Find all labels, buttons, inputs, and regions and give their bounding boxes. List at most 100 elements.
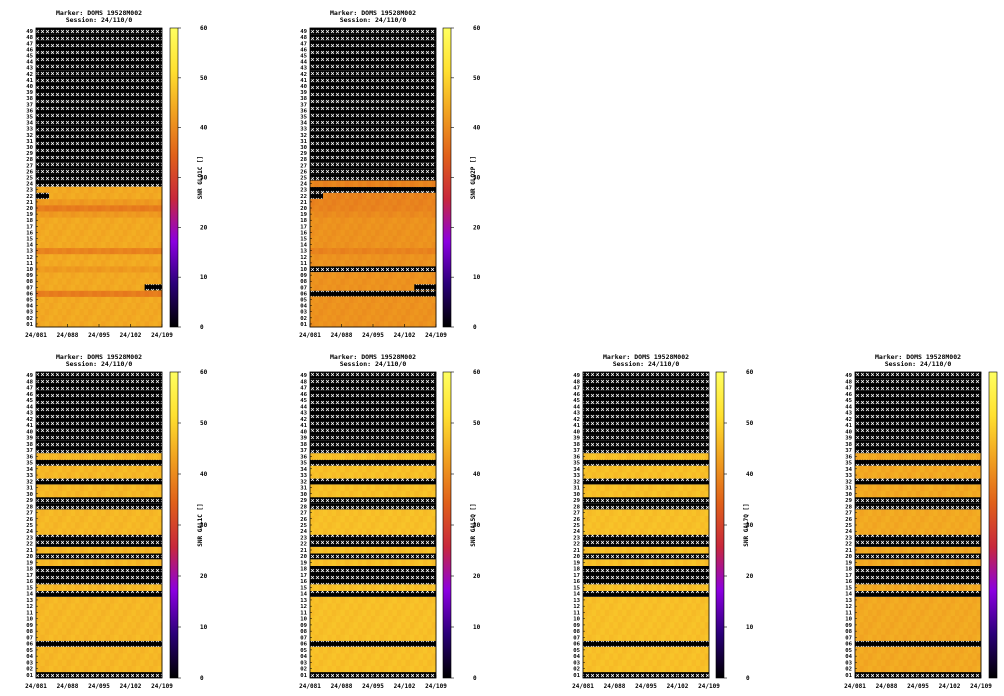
heatmap-cell	[327, 634, 332, 641]
heatmap-cell	[358, 217, 363, 224]
heatmap-cell	[88, 242, 93, 249]
heatmap-cell	[410, 528, 415, 535]
heatmap-cell	[972, 653, 977, 660]
y-tick-label: 42	[26, 417, 33, 423]
heatmap-cell	[872, 491, 877, 498]
heatmap-cell	[375, 309, 380, 316]
heatmap-cell	[336, 321, 341, 328]
heatmap-cell	[336, 199, 341, 206]
heatmap-cell	[75, 223, 80, 230]
heatmap-cell	[898, 616, 903, 623]
heatmap-cell	[644, 528, 649, 535]
heatmap-cell	[907, 659, 912, 666]
heatmap-cell	[319, 272, 324, 279]
heatmap-cell	[127, 199, 132, 206]
heatmap-cell	[683, 634, 688, 641]
heatmap-cell	[119, 516, 124, 523]
heatmap-cell	[964, 647, 969, 654]
heatmap-cell	[410, 181, 415, 188]
heatmap-cell	[332, 181, 337, 188]
heatmap-cell	[75, 628, 80, 635]
heatmap-cell	[397, 647, 402, 654]
heatmap-cell	[106, 559, 111, 566]
heatmap-cell	[88, 278, 93, 285]
heatmap-cell	[319, 484, 324, 491]
heatmap-cell	[132, 242, 137, 249]
heatmap-cell	[951, 609, 956, 616]
heatmap-cell	[635, 547, 640, 554]
heatmap-cell	[687, 653, 692, 660]
heatmap-cell	[127, 622, 132, 629]
heatmap-cell	[84, 616, 89, 623]
heatmap-cell	[145, 272, 150, 279]
heatmap-cell	[388, 321, 393, 328]
heatmap-cell	[401, 211, 406, 218]
heatmap-cell	[959, 653, 964, 660]
heatmap-cell	[925, 659, 930, 666]
heatmap-cell	[53, 559, 58, 566]
heatmap-cell	[97, 193, 102, 200]
heatmap-cell	[964, 547, 969, 554]
y-tick-label: 28	[300, 157, 307, 163]
missing-row-29	[855, 497, 981, 503]
heatmap-cell	[101, 647, 106, 654]
heatmap-cell	[127, 472, 132, 479]
heatmap-cell	[427, 466, 432, 473]
y-tick-label: 47	[26, 386, 33, 392]
heatmap-cell	[609, 466, 614, 473]
heatmap-cell	[414, 547, 419, 554]
y-tick-label: 48	[300, 379, 307, 385]
heatmap-cell	[661, 653, 666, 660]
y-tick-label: 16	[573, 579, 580, 585]
heatmap-cell	[864, 622, 869, 629]
heatmap-cell	[336, 666, 341, 673]
heatmap-cell	[358, 628, 363, 635]
heatmap-cell	[419, 211, 424, 218]
heatmap-cell	[384, 622, 389, 629]
heatmap-cell	[97, 659, 102, 666]
heatmap-cell	[661, 547, 666, 554]
heatmap-cell	[132, 559, 137, 566]
heatmap-cell	[79, 199, 84, 206]
heatmap-cell	[145, 309, 150, 316]
heatmap-cell	[692, 666, 697, 673]
heatmap-cell	[925, 466, 930, 473]
heatmap-cell	[145, 516, 150, 523]
heatmap-cell	[345, 453, 350, 460]
y-tick-label: 47	[26, 41, 33, 47]
heatmap-cell	[401, 622, 406, 629]
heatmap-cell	[670, 628, 675, 635]
heatmap-cell	[872, 597, 877, 604]
heatmap-cell	[345, 616, 350, 623]
heatmap-cell	[903, 666, 908, 673]
heatmap-cell	[140, 484, 145, 491]
heatmap-cell	[898, 666, 903, 673]
heatmap-cell	[84, 296, 89, 303]
y-tick-label: 25	[845, 523, 852, 529]
heatmap-cell	[140, 296, 145, 303]
heatmap-cell	[358, 223, 363, 230]
heatmap-cell	[101, 199, 106, 206]
heatmap-cell	[153, 193, 158, 200]
heatmap-cell	[340, 547, 345, 554]
heatmap-cell	[397, 584, 402, 591]
heatmap-cell	[397, 284, 402, 291]
heatmap-cell	[964, 472, 969, 479]
heatmap-cell	[132, 303, 137, 310]
heatmap-cell	[75, 559, 80, 566]
heatmap-cell	[136, 254, 141, 261]
heatmap-cell	[600, 597, 605, 604]
heatmap-cell	[427, 528, 432, 535]
heatmap-cell	[92, 248, 97, 255]
heatmap-cell	[149, 187, 154, 194]
heatmap-cell	[911, 522, 916, 529]
heatmap-cell	[687, 647, 692, 654]
heatmap-cell	[110, 516, 115, 523]
heatmap-cell	[110, 484, 115, 491]
heatmap-cell	[97, 516, 102, 523]
heatmap-cell	[375, 193, 380, 200]
heatmap-cell	[145, 603, 150, 610]
heatmap-cell	[596, 509, 601, 516]
heatmap-cell	[349, 628, 354, 635]
heatmap-cell	[657, 628, 662, 635]
